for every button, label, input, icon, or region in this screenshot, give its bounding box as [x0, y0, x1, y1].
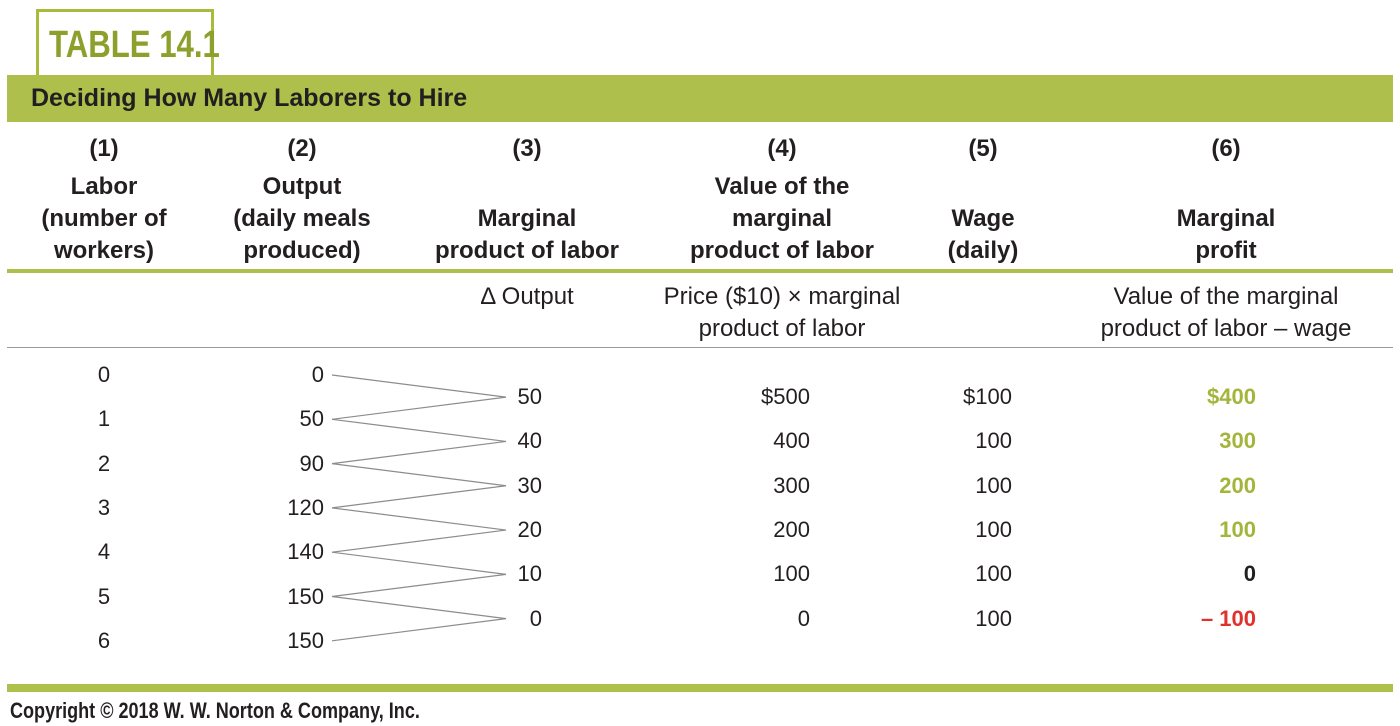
- column-number: (1): [89, 135, 119, 162]
- connector-line: [331, 595, 507, 620]
- column-label-line: Labor: [70, 173, 138, 200]
- labor-value: 5: [97, 583, 111, 609]
- output-value: 0: [311, 362, 324, 387]
- value-mp-value: $500: [761, 384, 810, 410]
- labor-value: 6: [97, 627, 111, 653]
- labor-value: 4: [97, 539, 111, 565]
- column-label-line: product of labor: [435, 237, 619, 264]
- column-header-6: (6) Marginal profit: [1177, 133, 1276, 267]
- column-number: (4): [767, 135, 797, 162]
- table-number: TABLE 14.1: [49, 24, 220, 66]
- column-label-line: Marginal: [1176, 205, 1276, 232]
- wage-value: 100: [975, 561, 1012, 587]
- value-mp-value: 0: [797, 605, 810, 631]
- column-label-line: Wage: [951, 205, 1015, 232]
- marginal-profit-value: $400: [1207, 384, 1256, 410]
- labor-value: 2: [97, 450, 111, 476]
- column-label-line: marginal: [731, 205, 833, 232]
- column-label-line: profit: [1195, 237, 1257, 264]
- marginal-profit-value: 0: [1243, 561, 1256, 587]
- column-label-line: Output: [262, 173, 342, 200]
- header-rule: [7, 269, 1393, 273]
- value-mp-value: 300: [773, 472, 810, 498]
- marginal-product-value: 0: [529, 605, 542, 631]
- value-mp-value: 100: [773, 561, 810, 587]
- value-mp-value: 400: [773, 428, 810, 454]
- marginal-product-value: 50: [517, 384, 542, 410]
- marginal-product-value: 30: [517, 472, 542, 498]
- connector-line: [331, 618, 507, 642]
- wage-value: 100: [975, 472, 1012, 498]
- bottom-rule: [7, 684, 1393, 692]
- value-mp-value: 200: [773, 517, 810, 543]
- output-value: 90: [299, 450, 324, 476]
- connector-line: [331, 573, 507, 598]
- wage-value: 100: [975, 605, 1012, 631]
- column-number: (6): [1211, 135, 1241, 162]
- wage-value: $100: [963, 384, 1012, 410]
- formula-col6: Value of the marginal product of labor –…: [1100, 283, 1352, 342]
- labor-value: 0: [97, 362, 111, 387]
- column-number: (5): [968, 135, 998, 162]
- column-number: (2): [287, 135, 317, 162]
- column-label-line: (number of: [41, 205, 167, 232]
- connector-line: [331, 440, 507, 465]
- table-title: Deciding How Many Laborers to Hire: [31, 84, 468, 112]
- marginal-profit-value: 100: [1219, 517, 1256, 543]
- wage-value: 100: [975, 517, 1012, 543]
- connector-line: [331, 529, 507, 553]
- connector-line: [331, 507, 507, 531]
- column-header-4: (4) Value of the marginal product of labor: [690, 133, 874, 267]
- marginal-profit-value: – 100: [1200, 605, 1256, 631]
- output-value: 140: [287, 539, 324, 565]
- marginal-product-value: 10: [517, 561, 542, 587]
- column-header-2: (2) Output (daily meals produced): [233, 133, 370, 267]
- marginal-product-value: 40: [517, 428, 542, 454]
- column-label-line: workers): [53, 237, 155, 264]
- labor-value: 3: [97, 494, 111, 520]
- column-label-line: produced): [243, 237, 361, 264]
- marginal-profit-value: 300: [1219, 428, 1256, 454]
- formula-col3: Δ Output: [480, 283, 574, 310]
- wage-value: 100: [975, 428, 1012, 454]
- column-header-1: (1) Labor (number of workers): [41, 133, 166, 267]
- output-value: 150: [287, 627, 324, 653]
- connector-line: [331, 374, 507, 398]
- labor-value: 1: [97, 406, 111, 432]
- column-label-line: Marginal: [477, 205, 577, 232]
- formula-rule: [7, 347, 1393, 348]
- formula-col4: Price ($10) × marginal product of labor: [663, 283, 901, 342]
- connector-line: [331, 485, 507, 509]
- column-label-line: (daily meals: [233, 205, 371, 232]
- column-number: (3): [512, 135, 542, 162]
- copyright-notice: Copyright © 2018 W. W. Norton & Company,…: [10, 698, 420, 723]
- column-header-3: (3) Marginal product of labor: [435, 133, 619, 267]
- table-number-badge: TABLE 14.1: [36, 9, 220, 75]
- marginal-product-value: 20: [517, 517, 542, 543]
- connector-line: [331, 551, 507, 575]
- output-value: 50: [299, 406, 324, 432]
- column-label-line: product of labor: [690, 237, 874, 264]
- connector-line: [331, 418, 507, 443]
- column-header-5: (5) Wage (daily): [948, 133, 1019, 267]
- connector-line: [331, 463, 507, 487]
- output-value: 150: [287, 583, 324, 609]
- marginal-profit-value: 200: [1219, 472, 1256, 498]
- column-label-line: Value of the: [714, 173, 850, 200]
- table-title-bar: Deciding How Many Laborers to Hire: [7, 75, 1393, 122]
- column-label-line: (daily): [947, 237, 1019, 264]
- connector-line: [331, 396, 507, 420]
- output-value: 120: [287, 494, 324, 520]
